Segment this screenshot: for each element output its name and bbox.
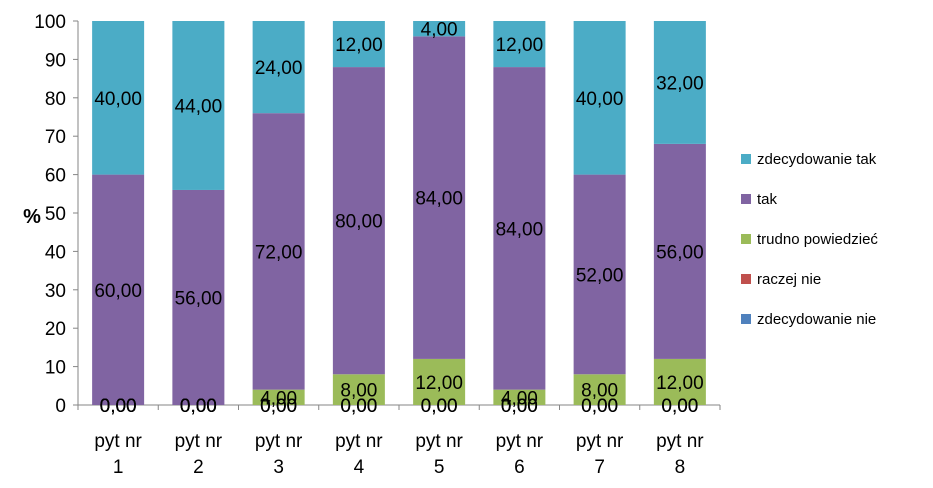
bars	[92, 21, 706, 405]
y-tick-label: 100	[34, 12, 66, 33]
x-tick-label: pyt nr 7	[576, 431, 624, 478]
y-tick-label: 60	[45, 166, 66, 187]
legend-label: raczej nie	[757, 271, 821, 288]
data-label: 12,00	[335, 35, 383, 56]
data-label: 60,00	[94, 281, 142, 302]
data-label: 80,00	[335, 212, 383, 233]
x-tick-label: pyt nr 6	[496, 431, 544, 478]
y-tick-label: 50	[45, 204, 66, 225]
legend-label: zdecydowanie tak	[757, 151, 877, 168]
legend-swatch	[741, 194, 751, 204]
data-label: 40,00	[576, 89, 624, 110]
data-label: 72,00	[255, 242, 303, 263]
y-tick-label: 20	[45, 319, 66, 340]
data-label: 44,00	[175, 96, 223, 117]
y-tick-label: 0	[55, 396, 66, 417]
y-tick-label: 90	[45, 50, 66, 71]
data-label: 24,00	[255, 58, 303, 79]
legend-swatch	[741, 234, 751, 244]
y-tick-label: 30	[45, 281, 66, 302]
x-tick-label: pyt nr 3	[255, 431, 303, 478]
data-label: 0,00	[100, 396, 137, 417]
data-label: 56,00	[175, 288, 223, 309]
y-tick-label: 70	[45, 127, 66, 148]
legend-label: trudno powiedzieć	[757, 231, 878, 248]
data-label: 8,00	[340, 381, 377, 402]
data-label: 52,00	[576, 265, 624, 286]
data-label: 4,00	[260, 388, 297, 409]
data-label: 12,00	[415, 373, 463, 394]
data-label: 0,00	[421, 396, 458, 417]
legend: zdecydowanie tak tak trudno powiedzieć racz…	[741, 151, 878, 328]
legend-label: tak	[757, 191, 778, 208]
data-label: 12,00	[656, 373, 704, 394]
x-tick-label: pyt nr 2	[175, 431, 223, 478]
data-label: 0,00	[180, 396, 217, 417]
data-label: 4,00	[421, 20, 458, 41]
data-label: 8,00	[581, 381, 618, 402]
y-tick-label: 40	[45, 242, 66, 263]
data-label: 40,00	[94, 89, 142, 110]
legend-swatch	[741, 274, 751, 284]
y-axis-label: %	[23, 206, 41, 228]
data-label: 84,00	[496, 219, 544, 240]
x-tick-label: pyt nr 1	[94, 431, 142, 478]
legend-label: zdecydowanie nie	[757, 311, 876, 328]
data-label: 56,00	[656, 242, 704, 263]
y-tick-label: 10	[45, 358, 66, 379]
data-label: 84,00	[415, 189, 463, 210]
legend-swatch	[741, 154, 751, 164]
x-tick-label: pyt nr 8	[656, 431, 704, 478]
x-tick-label: pyt nr 5	[415, 431, 463, 478]
data-label: 4,00	[501, 388, 538, 409]
data-label: 32,00	[656, 73, 704, 94]
data-label: 12,00	[496, 35, 544, 56]
y-tick-label: 80	[45, 89, 66, 110]
x-tick-label: pyt nr 4	[335, 431, 383, 478]
data-label: 0,00	[661, 396, 698, 417]
legend-swatch	[741, 314, 751, 324]
